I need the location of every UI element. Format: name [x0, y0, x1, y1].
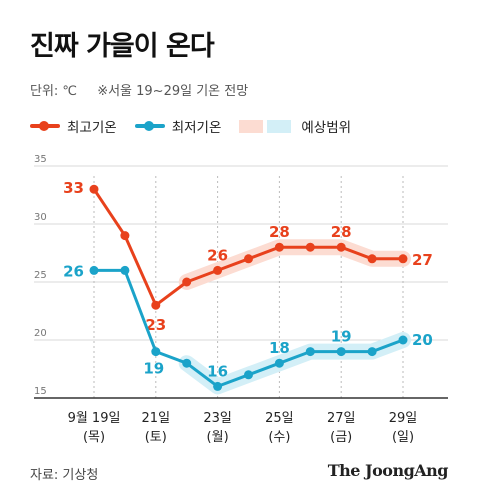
x-tick-date-21: 21일 — [142, 411, 171, 426]
min-point-25 — [274, 358, 284, 368]
max-point-27 — [336, 242, 346, 252]
max-point-20 — [120, 231, 130, 241]
max-point-19 — [89, 184, 99, 194]
min-data-label-23: 16 — [207, 362, 228, 380]
max-data-label-25: 28 — [269, 223, 290, 241]
x-tick-date-27: 27일 — [327, 411, 356, 426]
legend-min-swatch — [134, 121, 165, 131]
min-point-27 — [336, 347, 346, 357]
x-tick-day-29: (일) — [392, 430, 414, 445]
max-point-22 — [182, 277, 192, 287]
unit-label: 단위: ℃ — [30, 84, 78, 99]
x-tick-day-25: (수) — [268, 430, 290, 445]
subtitle: 단위: ℃ ※서울 19~29일 기온 전망 — [30, 80, 248, 99]
legend-max-swatch — [30, 121, 60, 131]
legend-range-label: 예상범위 — [301, 120, 352, 136]
legend-max-dot — [39, 121, 49, 131]
min-point-28 — [367, 347, 377, 357]
legend-item-min: 최저기온 — [134, 116, 222, 136]
y-tick-label-15: 15 — [34, 386, 47, 397]
legend-min-dot — [143, 121, 154, 131]
max-point-26 — [305, 242, 315, 252]
y-tick-label-20: 20 — [34, 328, 47, 339]
min-point-20 — [120, 265, 130, 275]
legend-max-label: 최고기온 — [67, 120, 117, 136]
max-point-23 — [213, 265, 223, 275]
min-data-label-25: 18 — [269, 339, 290, 357]
max-point-28 — [367, 254, 377, 264]
legend-item-range: 예상범위 — [239, 116, 351, 136]
x-tick-date-19: 9월 19일 — [68, 411, 121, 426]
x-tick-day-27: (금) — [330, 430, 352, 445]
forecast-note: ※서울 19~29일 기온 전망 — [97, 84, 249, 99]
x-tick-day-19: (목) — [83, 430, 105, 445]
y-tick-label-35: 35 — [34, 154, 47, 165]
max-point-21 — [151, 300, 161, 310]
legend: 최고기온 최저기온 예상범위 — [30, 116, 369, 136]
max-point-25 — [274, 242, 284, 252]
min-point-23 — [213, 381, 223, 391]
min-point-22 — [182, 358, 192, 368]
y-tick-label-25: 25 — [34, 270, 47, 281]
temperature-line-chart: 15 20 25 30 35 33 23 26 28 28 27 26 19 16 18 19 20 9월 19일… — [34, 154, 448, 445]
legend-min-label: 최저기온 — [171, 120, 222, 136]
x-tick-date-29: 29일 — [389, 411, 418, 426]
min-point-29 — [398, 335, 408, 345]
y-tick-label-30: 30 — [34, 212, 47, 223]
min-data-label-21: 19 — [143, 360, 164, 378]
max-point-29 — [398, 254, 408, 264]
min-data-label-29: 20 — [412, 331, 433, 349]
x-tick-date-25: 25일 — [265, 411, 294, 426]
min-data-label-27: 19 — [331, 328, 352, 346]
brand-logo: The JoongAng — [327, 461, 449, 480]
legend-item-max: 최고기온 — [30, 116, 117, 136]
x-tick-day-23: (월) — [207, 430, 229, 445]
max-data-label-23: 26 — [207, 246, 228, 264]
max-data-label-29: 27 — [412, 251, 433, 269]
min-point-21 — [151, 347, 161, 357]
min-data-label-19: 26 — [63, 262, 84, 280]
min-point-19 — [89, 265, 99, 275]
max-point-24 — [244, 254, 253, 264]
x-tick-date-23: 23일 — [203, 411, 232, 426]
min-point-24 — [244, 370, 253, 380]
max-data-label-19: 33 — [63, 179, 84, 197]
min-point-26 — [305, 347, 315, 357]
legend-max-band-swatch — [239, 119, 264, 133]
x-tick-day-21: (토) — [145, 430, 167, 445]
source-label: 자료: 기상청 — [30, 468, 99, 483]
max-data-label-21: 23 — [145, 316, 166, 334]
max-data-label-27: 28 — [331, 223, 352, 241]
legend-min-band-swatch — [267, 119, 292, 133]
page-title: 진짜 가을이 온다 — [30, 31, 215, 62]
